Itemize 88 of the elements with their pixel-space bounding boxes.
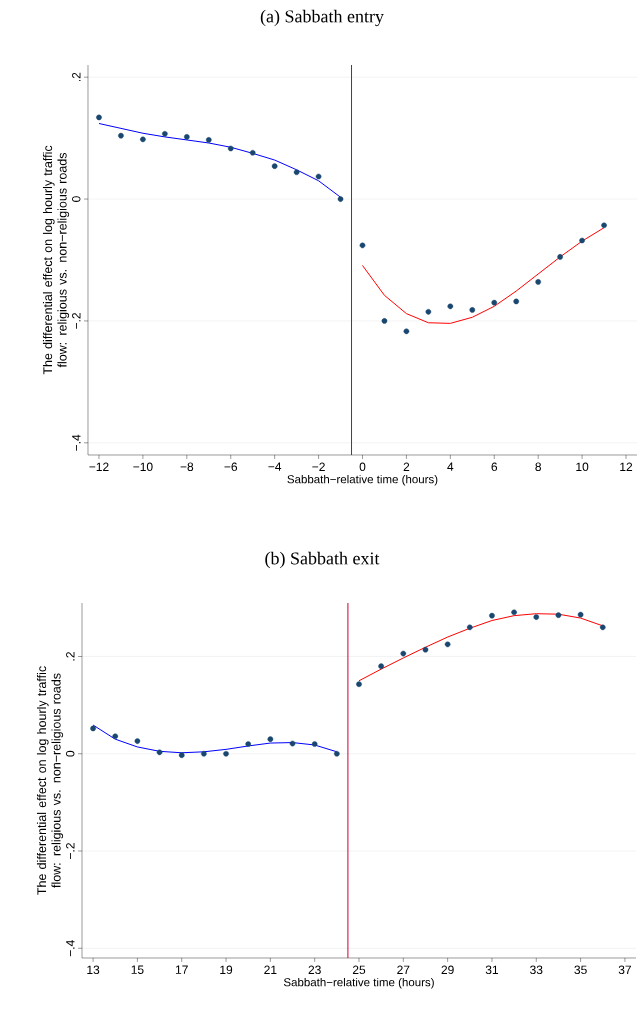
point [205, 137, 212, 143]
point [466, 624, 473, 631]
x-tick-label: 19 [220, 965, 233, 975]
y-tick-label: 0 [65, 750, 75, 757]
x-tick-label: 31 [485, 965, 499, 975]
point [245, 741, 251, 747]
point [422, 646, 429, 653]
point [311, 741, 318, 747]
x-axis-title: Sabbath−relative time (hours) [283, 977, 434, 989]
point [579, 237, 585, 244]
point [447, 303, 454, 310]
x-tick-label: 27 [397, 965, 410, 974]
x-tick-label: −4 [268, 462, 282, 471]
x-tick-label: 2 [403, 462, 410, 471]
point [403, 328, 410, 335]
point [227, 145, 234, 152]
point [134, 738, 141, 744]
point [90, 725, 96, 732]
x-tick-label: 0 [359, 462, 366, 472]
chart-title: (a) Sabbath entry [260, 9, 384, 27]
point [557, 254, 563, 260]
point [96, 114, 102, 121]
point [140, 136, 146, 143]
x-tick-label: 15 [131, 965, 144, 974]
point [555, 612, 562, 618]
x-tick-label: −12 [89, 462, 109, 471]
point [444, 641, 451, 648]
point [289, 740, 296, 747]
point [601, 222, 607, 229]
x-tick-label: 13 [87, 965, 100, 975]
point [400, 650, 407, 657]
y-tick-label: −.4 [66, 940, 75, 957]
point [513, 298, 520, 305]
point [118, 132, 124, 139]
x-tick-label: 4 [447, 462, 454, 471]
point [489, 612, 495, 619]
y-tick-label: −.2 [66, 843, 75, 859]
point [535, 279, 541, 285]
y-tick-label: .2 [72, 72, 81, 82]
point [223, 750, 229, 757]
point [271, 163, 278, 169]
point [469, 307, 476, 313]
x-tick-label: −2 [312, 462, 325, 471]
point [249, 149, 256, 156]
point [184, 134, 190, 140]
point [293, 169, 300, 176]
x-tick-label: 33 [530, 965, 543, 975]
x-tick-label: 6 [491, 462, 498, 472]
x-tick-label: 10 [576, 462, 589, 472]
x-tick-label: 25 [352, 965, 366, 975]
point [315, 173, 322, 180]
x-tick-label: 23 [308, 965, 321, 975]
x-tick-label: 29 [441, 965, 454, 975]
point [533, 614, 540, 620]
point [267, 736, 274, 742]
point [425, 308, 432, 315]
x-tick-label: −10 [133, 462, 153, 472]
point [378, 663, 384, 670]
x-tick-label: 35 [574, 965, 587, 975]
chart-title: (b) Sabbath exit [265, 551, 380, 569]
point [162, 131, 168, 137]
point [577, 611, 584, 618]
y-tick-label: 0 [71, 196, 81, 202]
point [491, 299, 498, 306]
point [359, 242, 366, 249]
x-tick-label: 17 [175, 965, 188, 974]
point [334, 750, 340, 757]
x-axis-title: Sabbath−relative time (hours) [287, 474, 438, 486]
y-tick-label: .2 [66, 652, 75, 661]
point [381, 318, 388, 324]
point [356, 681, 362, 688]
point [511, 609, 517, 616]
x-tick-label: 21 [264, 965, 277, 974]
x-tick-label: −8 [180, 462, 194, 472]
point [178, 752, 185, 759]
x-tick-label: 12 [620, 462, 633, 471]
point [112, 733, 119, 740]
x-tick-label: −6 [224, 462, 238, 472]
y-tick-label: −.2 [72, 313, 81, 329]
x-tick-label: 8 [535, 462, 541, 472]
y-axis-title: The differential effect on log hourly traffic flow: religious vs. non−religious roads [42, 145, 70, 375]
x-tick-label: 37 [618, 965, 631, 975]
y-axis-title: The differential effect on log hourly traffic flow: religious vs. non−religious roads [36, 666, 64, 895]
point [599, 624, 606, 631]
point [337, 196, 344, 202]
point [201, 750, 207, 757]
point [156, 749, 163, 756]
y-tick-label: −.4 [72, 434, 81, 451]
